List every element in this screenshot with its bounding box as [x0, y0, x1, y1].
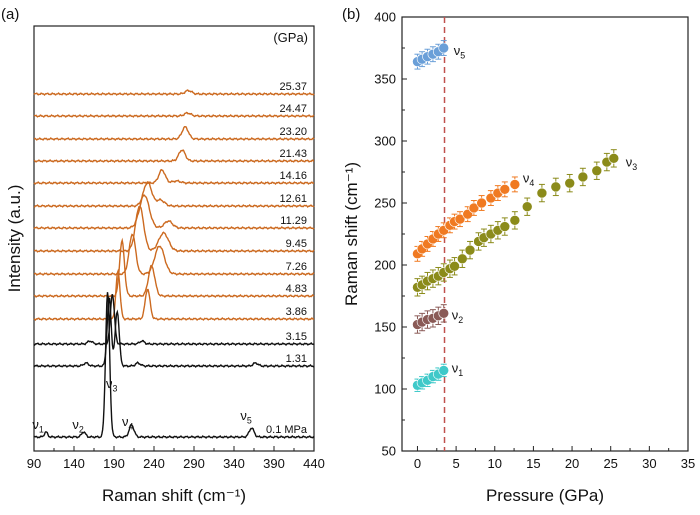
spectrum-label: 7.26	[286, 261, 307, 273]
y-axis-title-b: Raman shift (cm⁻¹)	[342, 162, 361, 306]
spectrum-23.20	[33, 125, 315, 142]
mode-label-v5: ν5	[240, 408, 252, 426]
data-point	[438, 365, 450, 376]
x-tick-label-a: 90	[27, 456, 41, 471]
spectrum-7.26	[33, 233, 315, 277]
spectrum-label: 21.43	[279, 148, 307, 160]
y-tick-label-b: 100	[374, 382, 396, 397]
x-tick-label-a: 290	[183, 456, 205, 471]
data-point	[449, 260, 460, 272]
spectrum-25.37	[33, 89, 315, 97]
spectrum-label: 0.1 MPa	[266, 424, 308, 436]
spectrum-label: 1.31	[286, 353, 307, 365]
unit-label: (GPa)	[273, 30, 308, 45]
spectrum-11.29	[33, 194, 315, 231]
spectrum-label: 11.29	[280, 215, 307, 227]
x-tick-label-b: 30	[642, 456, 656, 471]
panel-a: 25.37 24.47 23.20 21.43 14.16 12.61 11.29 9.45 7…	[1, 6, 325, 505]
data-point	[476, 197, 487, 209]
mode-label-v2: ν2	[72, 417, 84, 435]
x-axis-title-a: Raman shift (cm⁻¹)	[102, 486, 246, 505]
series-label-v1: ν1	[452, 360, 464, 378]
series-label-v3: ν3	[626, 154, 638, 172]
data-point	[468, 202, 480, 214]
panel-b: 0 5 10 15 20 25 30 35 50 100 150 200 250 300 350 400 ν5 ν…	[342, 6, 695, 505]
data-point	[521, 201, 533, 213]
data-point	[550, 181, 562, 193]
spectrum-label: 24.47	[279, 103, 307, 115]
series-v3	[412, 149, 620, 297]
spectrum-1.31	[33, 296, 315, 369]
data-point	[536, 187, 548, 199]
series-v2	[412, 304, 450, 334]
mode-label-v4: ν4	[122, 414, 134, 432]
spectrum-label: 14.16	[279, 170, 307, 182]
y-tick-label-b: 400	[374, 10, 396, 25]
data-point	[608, 153, 620, 164]
y-tick-label-b: 150	[374, 320, 396, 335]
spectrum-3.15	[33, 294, 315, 347]
spectrum-21.43	[33, 149, 314, 164]
x-tick-label-a: 240	[143, 456, 165, 471]
x-axis-title-b: Pressure (GPa)	[486, 486, 604, 505]
data-point	[577, 171, 589, 183]
series-label-v4: ν4	[523, 170, 535, 188]
data-point	[454, 213, 466, 225]
mode-label-v3: ν3	[106, 376, 118, 394]
x-tick-label-b: 10	[488, 456, 502, 471]
x-tick-label-a: 440	[303, 456, 325, 471]
x-tick-label-b: 15	[526, 456, 540, 471]
series-v1	[412, 363, 450, 392]
data-point	[464, 244, 476, 256]
spectrum-label: 9.45	[286, 238, 307, 250]
spectrum-9.45	[33, 205, 315, 254]
spectrum-12.61	[33, 181, 315, 209]
data-point	[499, 221, 511, 232]
x-tick-label-b: 5	[452, 456, 459, 471]
spectrum-4.83	[33, 237, 315, 299]
panel-label-b: (b)	[342, 6, 360, 23]
series-label-v2: ν2	[452, 307, 464, 325]
y-tick-label-b: 50	[382, 444, 396, 459]
x-tick-label-b: 25	[603, 456, 617, 471]
spectrum-label: 4.83	[286, 283, 307, 295]
x-tick-label-a: 190	[103, 456, 125, 471]
y-tick-label-b: 300	[374, 134, 396, 149]
spectrum-24.47	[33, 111, 315, 119]
mode-label-v1: ν1	[32, 417, 44, 435]
data-point	[499, 184, 511, 195]
series-v5	[412, 40, 450, 70]
y-tick-label-b: 350	[374, 72, 396, 87]
data-point	[591, 165, 603, 177]
data-point	[509, 179, 521, 190]
spectrum-label: 3.15	[286, 331, 307, 343]
x-tick-label-a: 340	[223, 456, 245, 471]
x-tick-label-b: 0	[414, 456, 421, 471]
y-axis-title-a: Intensity (a.u.)	[5, 185, 24, 293]
spectrum-14.16	[33, 168, 315, 186]
x-tick-label-b: 35	[681, 456, 695, 471]
data-point	[564, 177, 576, 189]
panel-label-a: (a)	[1, 6, 19, 23]
data-point	[456, 253, 468, 265]
x-tick-label-a: 390	[263, 456, 285, 471]
data-point	[438, 308, 450, 319]
series-label-v5: ν5	[454, 43, 466, 61]
y-tick-label-b: 250	[374, 196, 396, 211]
series-v4	[412, 176, 521, 262]
y-tick-label-b: 200	[374, 258, 396, 273]
data-point	[438, 42, 450, 54]
spectrum-label: 23.20	[279, 126, 307, 138]
x-tick-label-a: 140	[63, 456, 85, 471]
spectrum-0.1MPa	[33, 292, 315, 440]
spectrum-3.86	[33, 268, 315, 322]
data-point	[509, 215, 521, 226]
plot-frame-a	[33, 25, 315, 452]
spectrum-label: 25.37	[279, 81, 307, 93]
spectrum-label: 12.61	[279, 193, 307, 205]
x-tick-label-b: 20	[565, 456, 579, 471]
spectrum-label: 3.86	[286, 306, 307, 318]
